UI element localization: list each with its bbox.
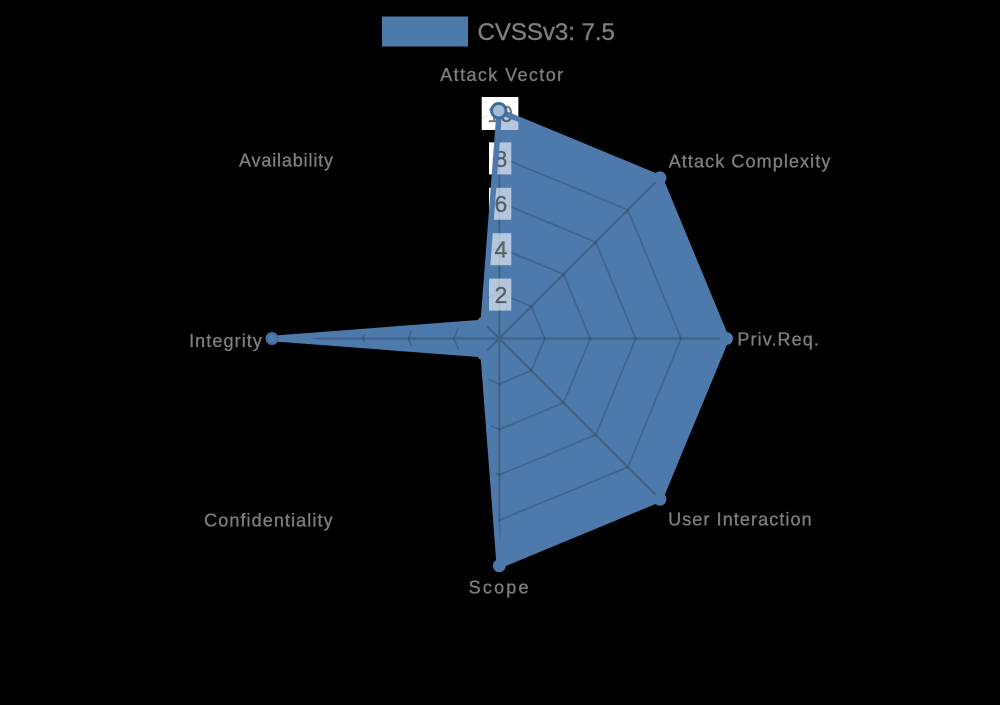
- svg-text:2: 2: [495, 282, 508, 308]
- svg-text:CVSSv3: 7.5: CVSSv3: 7.5: [478, 19, 615, 46]
- svg-text:Availability: Availability: [239, 151, 334, 171]
- svg-text:User Interaction: User Interaction: [668, 509, 813, 529]
- svg-text:Attack Vector: Attack Vector: [440, 65, 564, 85]
- svg-text:Attack Complexity: Attack Complexity: [669, 151, 832, 171]
- svg-text:Integrity: Integrity: [189, 331, 263, 351]
- svg-text:4: 4: [495, 237, 508, 263]
- svg-text:Priv.Req.: Priv.Req.: [737, 330, 820, 350]
- svg-text:6: 6: [495, 191, 508, 217]
- svg-text:Scope: Scope: [469, 578, 531, 598]
- svg-text:Confidentiality: Confidentiality: [204, 510, 334, 530]
